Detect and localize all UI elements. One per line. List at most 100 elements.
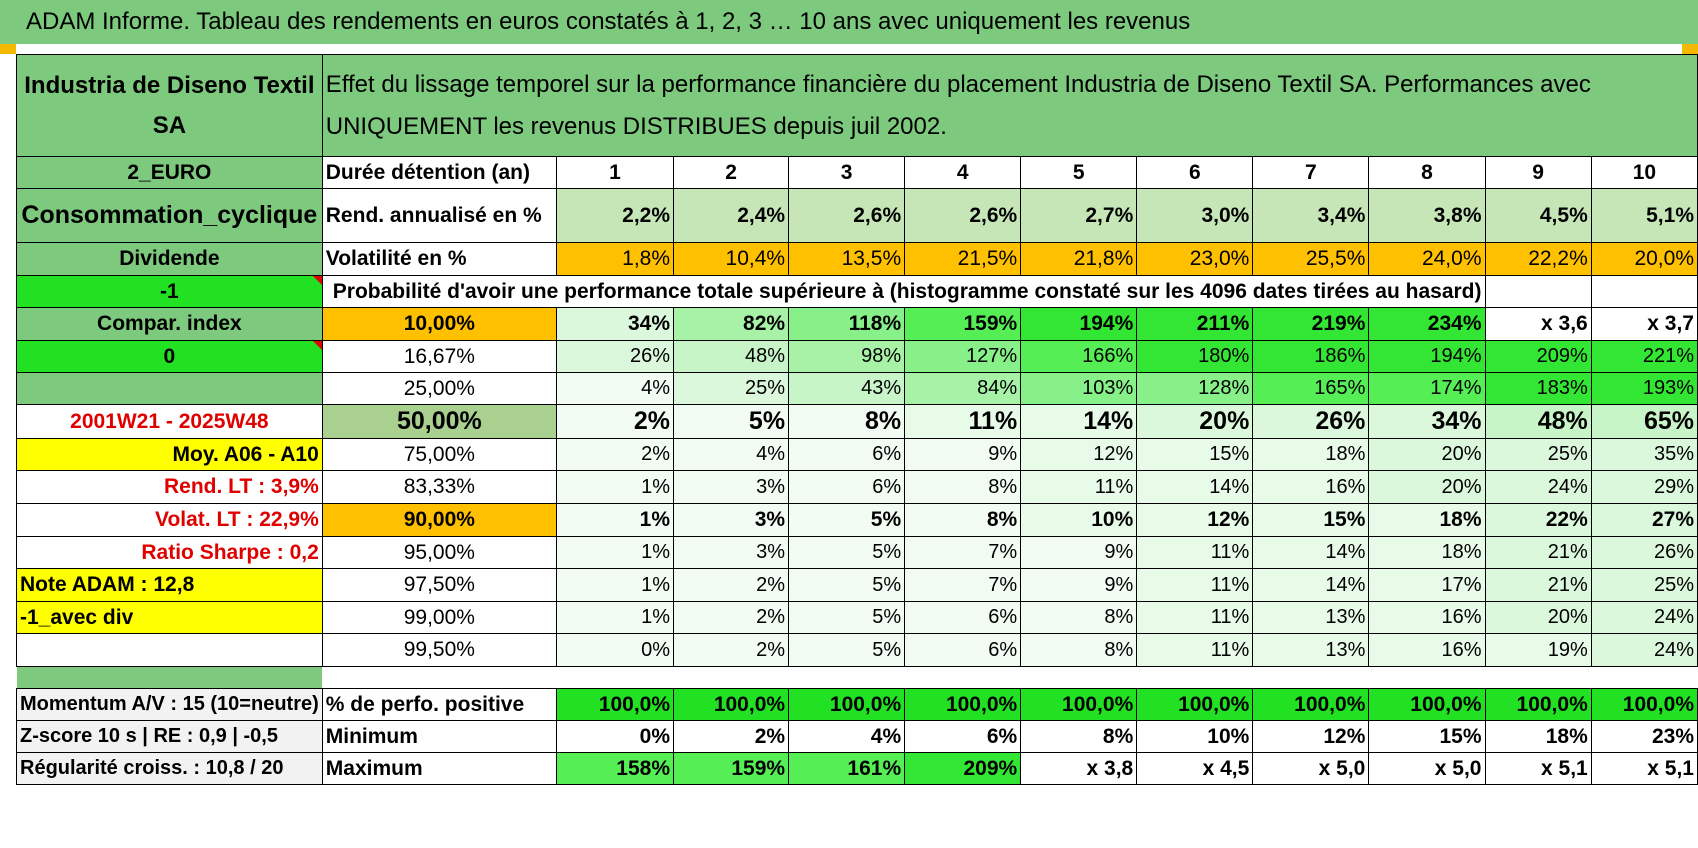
prob-value: 18% xyxy=(1252,438,1370,471)
bottom-value: 161% xyxy=(788,752,906,785)
bottom-value: x 3,8 xyxy=(1020,752,1138,785)
period-label: 2001W21 - 2025W48 xyxy=(16,404,323,439)
bottom-label: Maximum xyxy=(321,752,557,785)
bottom-value: 10% xyxy=(1136,720,1254,753)
prob-value: 6% xyxy=(904,601,1022,634)
prob-value: 24% xyxy=(1590,601,1698,634)
table-row: Note ADAM : 12,8 97,50% 1% 2% 5% 7% 9% 11% 14% 17… xyxy=(16,568,1698,602)
page-title: ADAM Informe. Tableau des rendements en … xyxy=(0,0,1698,44)
table-description: Effet du lissage temporel sur la perform… xyxy=(321,54,1698,157)
bottom-value: 0% xyxy=(555,720,675,753)
table-row: Moy. A06 - A10 75,00% 2% 4% 6% 9% 12% 15% 18% 20%… xyxy=(16,438,1698,471)
prob-value: 7% xyxy=(904,568,1022,602)
prob-value: 25% xyxy=(1484,438,1592,471)
prob-value: 84% xyxy=(904,372,1022,405)
prob-value: 18% xyxy=(1368,503,1486,537)
prob-value: 2% xyxy=(673,601,790,634)
year-header: 9 xyxy=(1484,156,1592,189)
prob-value: 1% xyxy=(555,601,675,634)
prob-value: 43% xyxy=(788,372,906,405)
bottom-value: x 5,0 xyxy=(1252,752,1370,785)
vol-value: 24,0% xyxy=(1368,242,1486,276)
asset-name: Industria de Diseno Textil SA xyxy=(16,54,323,157)
prob-value: 11% xyxy=(1136,536,1254,569)
prob-value: 11% xyxy=(904,404,1022,439)
prob-value: 16% xyxy=(1368,633,1486,667)
prob-value: 16% xyxy=(1252,470,1370,504)
prob-value: 18% xyxy=(1368,536,1486,569)
prob-value: 128% xyxy=(1136,372,1254,405)
moy-label: Moy. A06 - A10 xyxy=(16,438,323,471)
rend-value: 3,4% xyxy=(1252,188,1370,243)
threshold-pct: 50,00% xyxy=(321,404,557,439)
prob-value: 174% xyxy=(1368,372,1486,405)
prob-value: 22% xyxy=(1484,503,1592,537)
threshold-pct: 83,33% xyxy=(321,470,557,504)
prob-value: 127% xyxy=(904,340,1022,373)
prob-value: 2% xyxy=(555,438,675,471)
prob-value: 4% xyxy=(673,438,790,471)
prob-value: 3% xyxy=(673,470,790,504)
vol-value: 13,5% xyxy=(788,242,906,276)
bottom-value: 100,0% xyxy=(1484,688,1592,721)
prob-value: 34% xyxy=(555,307,675,341)
bottom-value: 159% xyxy=(673,752,790,785)
vol-value: 20,0% xyxy=(1590,242,1698,276)
prob-value: 180% xyxy=(1136,340,1254,373)
spacer xyxy=(322,666,1698,689)
prob-value: 219% xyxy=(1252,307,1370,341)
prob-value: 2% xyxy=(673,568,790,602)
prob-value: 194% xyxy=(1368,340,1486,373)
year-header: 3 xyxy=(788,156,906,189)
table-row: Consommation_cyclique Rend. annualisé en … xyxy=(16,188,1698,243)
prob-value: 25% xyxy=(673,372,790,405)
table-row: Momentum A/V : 15 (10=neutre)% de perfo.… xyxy=(16,688,1698,721)
prob-value: 6% xyxy=(788,470,906,504)
prob-value: 194% xyxy=(1020,307,1138,341)
bottom-value: 158% xyxy=(555,752,675,785)
table-row: -1 Probabilité d'avoir une performance to… xyxy=(16,275,1698,308)
vol-value: 1,8% xyxy=(555,242,675,276)
bottom-value: 100,0% xyxy=(1252,688,1370,721)
prob-value: 234% xyxy=(1368,307,1486,341)
bottom-value: x 5,1 xyxy=(1590,752,1698,785)
prob-value: 221% xyxy=(1590,340,1698,373)
prob-value: 186% xyxy=(1252,340,1370,373)
note-adam: Note ADAM : 12,8 xyxy=(16,568,323,602)
prob-value: x 3,7 xyxy=(1590,307,1698,341)
prob-value: 1% xyxy=(555,568,675,602)
prob-value: 166% xyxy=(1020,340,1138,373)
prob-value: 26% xyxy=(1590,536,1698,569)
prob-value: 5% xyxy=(788,601,906,634)
table-row: 2001W21 - 2025W48 50,00% 2% 5% 8% 11% 14% 20% 26… xyxy=(16,404,1698,439)
rend-value: 2,7% xyxy=(1020,188,1138,243)
prob-value: 98% xyxy=(788,340,906,373)
year-header: 2 xyxy=(673,156,790,189)
prob-value: 6% xyxy=(788,438,906,471)
table-row: Z-score 10 s | RE : 0,9 | -0,5 Minimum 0% 2… xyxy=(16,720,1698,753)
threshold-pct: 99,00% xyxy=(321,601,557,634)
table-row: Volat. LT : 22,9% 90,00% 1% 3% 5% 8% 10% 12% 15%… xyxy=(16,503,1698,537)
bottom-value: 6% xyxy=(904,720,1022,753)
table-row: 25,00% 4% 25% 43% 84% 103% 128% 165% 174% 183% 193… xyxy=(16,372,1698,405)
type-label: Dividende xyxy=(16,242,323,276)
param-2: 0 xyxy=(16,340,323,373)
bottom-value: 4% xyxy=(788,720,906,753)
vol-value: 21,8% xyxy=(1020,242,1138,276)
sharpe-ratio: Ratio Sharpe : 0,2 xyxy=(16,536,323,569)
prob-value: 26% xyxy=(1252,404,1370,439)
prob-value: 165% xyxy=(1252,372,1370,405)
bottom-value: 100,0% xyxy=(1368,688,1486,721)
prob-value: 13% xyxy=(1252,601,1370,634)
table-row: -1_avec div 99,00% 1% 2% 5% 6% 8% 11% 13% 16% 20% 2… xyxy=(16,601,1698,634)
vol-value: 25,5% xyxy=(1252,242,1370,276)
zscore-label: Z-score 10 s | RE : 0,9 | -0,5 xyxy=(16,720,323,753)
empty-label xyxy=(16,633,323,667)
returns-table: Industria de Diseno Textil SA Effet du li… xyxy=(16,54,1698,785)
prob-value: 65% xyxy=(1590,404,1698,439)
bottom-value: 18% xyxy=(1484,720,1592,753)
currency-code: 2_EURO xyxy=(16,156,323,189)
table-row: Rend. LT : 3,9% 83,33% 1% 3% 6% 8% 11% 14% 16% 20… xyxy=(16,470,1698,504)
prob-value: 48% xyxy=(1484,404,1592,439)
prob-value: 0% xyxy=(555,633,675,667)
